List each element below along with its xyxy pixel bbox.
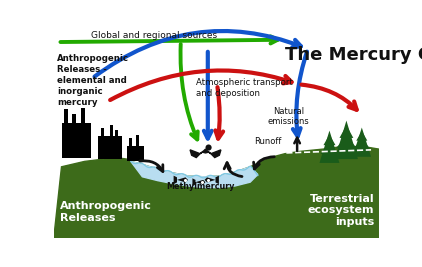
- Bar: [81, 108, 84, 123]
- Polygon shape: [131, 161, 258, 188]
- Bar: [127, 146, 144, 161]
- Bar: [64, 109, 68, 123]
- Bar: [110, 125, 113, 136]
- Polygon shape: [195, 180, 206, 184]
- Polygon shape: [192, 178, 195, 186]
- Polygon shape: [339, 125, 353, 138]
- Text: Anthropogenic
Releases -
elemental and
inorganic
mercury: Anthropogenic Releases - elemental and i…: [57, 54, 129, 107]
- Bar: [115, 130, 119, 136]
- Bar: [129, 138, 133, 146]
- Bar: [72, 114, 76, 123]
- Polygon shape: [177, 177, 188, 182]
- Bar: [136, 135, 139, 146]
- Polygon shape: [173, 176, 177, 184]
- Polygon shape: [319, 131, 339, 163]
- Polygon shape: [320, 143, 338, 154]
- Polygon shape: [336, 135, 357, 148]
- Text: The Mercury Cycle: The Mercury Cycle: [285, 46, 422, 64]
- Polygon shape: [54, 146, 379, 238]
- Text: Global and regional sources: Global and regional sources: [91, 31, 217, 40]
- Text: Atmospheric transport
and deposition: Atmospheric transport and deposition: [196, 78, 293, 98]
- Text: Natural
emissions: Natural emissions: [268, 107, 309, 126]
- Bar: [101, 128, 104, 136]
- Polygon shape: [356, 131, 367, 141]
- Polygon shape: [352, 128, 371, 157]
- Polygon shape: [323, 135, 335, 145]
- Text: Anthropogenic
Releases: Anthropogenic Releases: [60, 201, 152, 223]
- Polygon shape: [354, 139, 370, 149]
- Polygon shape: [200, 149, 211, 154]
- Polygon shape: [205, 177, 216, 182]
- Circle shape: [206, 144, 212, 151]
- Text: Methylmercury: Methylmercury: [166, 182, 234, 191]
- Polygon shape: [190, 150, 200, 158]
- Polygon shape: [216, 176, 219, 184]
- Bar: [98, 136, 122, 159]
- Polygon shape: [211, 150, 221, 158]
- Bar: [62, 123, 91, 158]
- Text: Terrestrial
ecosystem
inputs: Terrestrial ecosystem inputs: [308, 194, 374, 227]
- Text: Runoff: Runoff: [254, 137, 281, 146]
- Polygon shape: [335, 121, 358, 159]
